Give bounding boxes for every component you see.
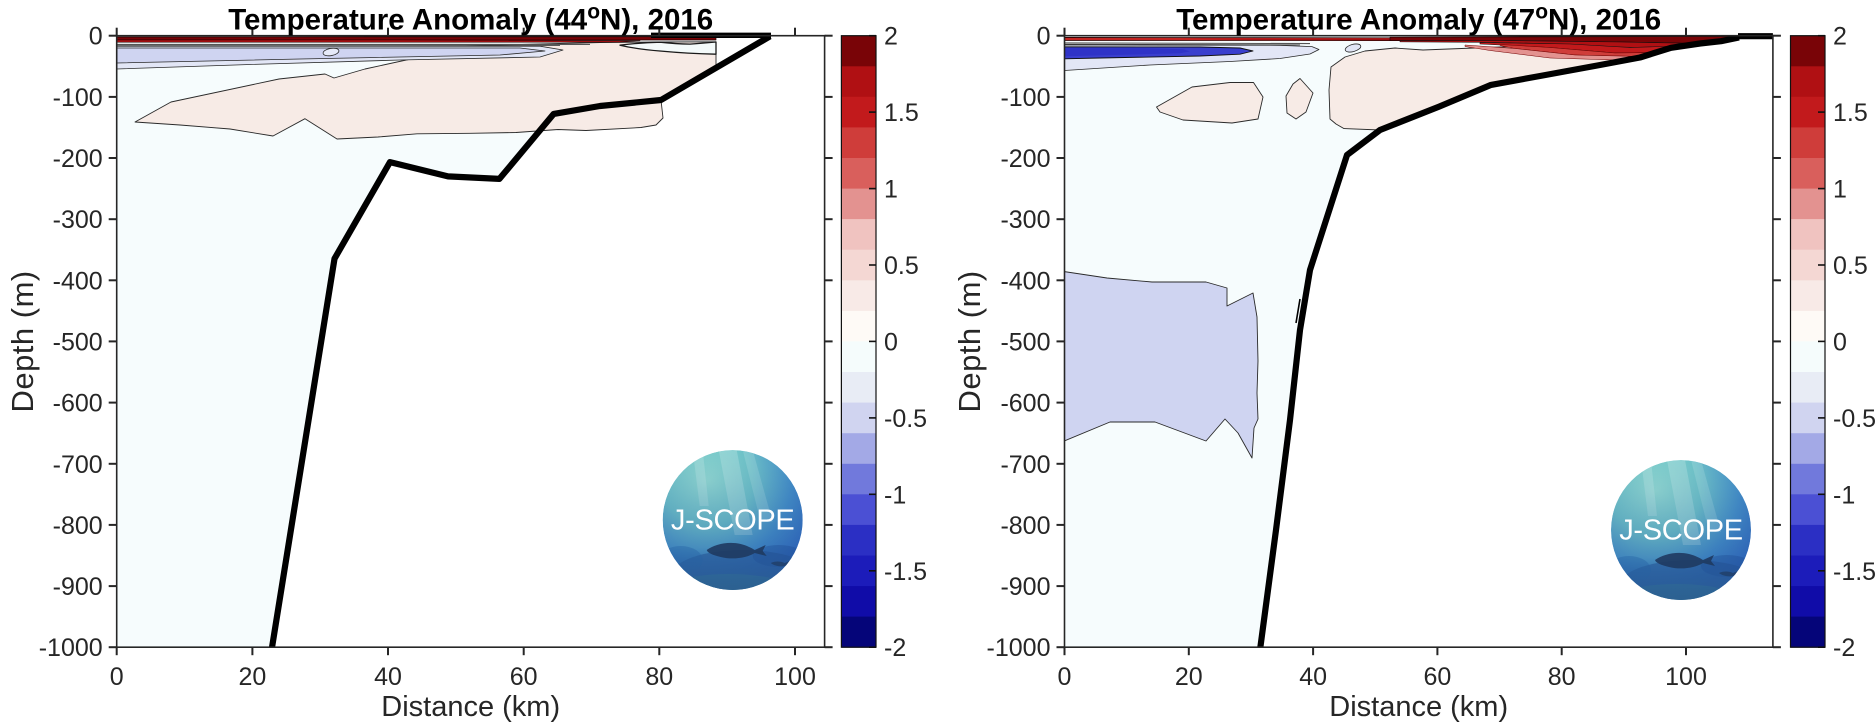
svg-text:-100: -100: [53, 84, 103, 112]
svg-text:1: 1: [1833, 176, 1847, 204]
svg-text:-0.5: -0.5: [1833, 405, 1876, 433]
svg-text:0: 0: [884, 328, 898, 356]
svg-text:20: 20: [1175, 663, 1203, 691]
svg-text:2: 2: [1833, 23, 1847, 51]
svg-text:J-SCOPE: J-SCOPE: [1619, 515, 1743, 547]
svg-text:-200: -200: [1000, 145, 1050, 173]
svg-text:Depth (m): Depth (m): [952, 270, 987, 412]
svg-text:-900: -900: [1000, 573, 1050, 601]
svg-text:-1: -1: [1833, 481, 1855, 509]
svg-text:1.5: 1.5: [884, 99, 919, 127]
svg-text:-900: -900: [53, 573, 103, 601]
svg-text:0: 0: [89, 23, 103, 51]
svg-text:-300: -300: [1000, 206, 1050, 234]
svg-text:-500: -500: [1000, 328, 1050, 356]
svg-text:Temperature Anomaly (47oN), 20: Temperature Anomaly (47oN), 2016: [1176, 1, 1661, 37]
svg-text:-800: -800: [1000, 512, 1050, 540]
svg-text:-700: -700: [1000, 451, 1050, 479]
svg-text:-700: -700: [53, 451, 103, 479]
svg-text:-800: -800: [53, 512, 103, 540]
svg-text:0: 0: [1058, 663, 1072, 691]
svg-text:0.5: 0.5: [884, 252, 919, 280]
svg-text:80: 80: [645, 663, 673, 691]
svg-text:-2: -2: [884, 634, 906, 662]
svg-text:Temperature Anomaly (44oN), 20: Temperature Anomaly (44oN), 2016: [228, 1, 713, 37]
svg-text:-1.5: -1.5: [884, 558, 927, 586]
svg-text:-0.5: -0.5: [884, 405, 927, 433]
svg-text:100: 100: [774, 663, 816, 691]
svg-text:-300: -300: [53, 206, 103, 234]
svg-text:Distance (km): Distance (km): [381, 691, 560, 723]
svg-text:0: 0: [110, 663, 124, 691]
svg-text:-1.5: -1.5: [1833, 558, 1876, 586]
svg-text:0: 0: [1037, 23, 1051, 51]
svg-text:-1000: -1000: [39, 634, 103, 662]
svg-text:60: 60: [510, 663, 538, 691]
svg-text:-400: -400: [1000, 267, 1050, 295]
svg-text:-1: -1: [884, 481, 906, 509]
svg-text:-200: -200: [53, 145, 103, 173]
svg-text:-600: -600: [1000, 390, 1050, 418]
svg-text:80: 80: [1548, 663, 1576, 691]
svg-text:-100: -100: [1000, 84, 1050, 112]
svg-text:1.5: 1.5: [1833, 99, 1868, 127]
svg-text:Distance (km): Distance (km): [1329, 691, 1508, 723]
svg-text:60: 60: [1423, 663, 1451, 691]
svg-text:2: 2: [884, 23, 898, 51]
svg-text:0: 0: [1833, 328, 1847, 356]
svg-text:40: 40: [374, 663, 402, 691]
svg-text:-400: -400: [53, 267, 103, 295]
svg-text:-2: -2: [1833, 634, 1855, 662]
svg-text:0.5: 0.5: [1833, 252, 1868, 280]
svg-text:100: 100: [1665, 663, 1707, 691]
svg-text:J-SCOPE: J-SCOPE: [671, 505, 795, 537]
svg-text:-500: -500: [53, 328, 103, 356]
svg-text:-600: -600: [53, 390, 103, 418]
svg-text:20: 20: [238, 663, 266, 691]
svg-text:1: 1: [884, 176, 898, 204]
svg-text:Depth (m): Depth (m): [5, 270, 40, 412]
svg-text:40: 40: [1299, 663, 1327, 691]
svg-text:-1000: -1000: [987, 634, 1051, 662]
